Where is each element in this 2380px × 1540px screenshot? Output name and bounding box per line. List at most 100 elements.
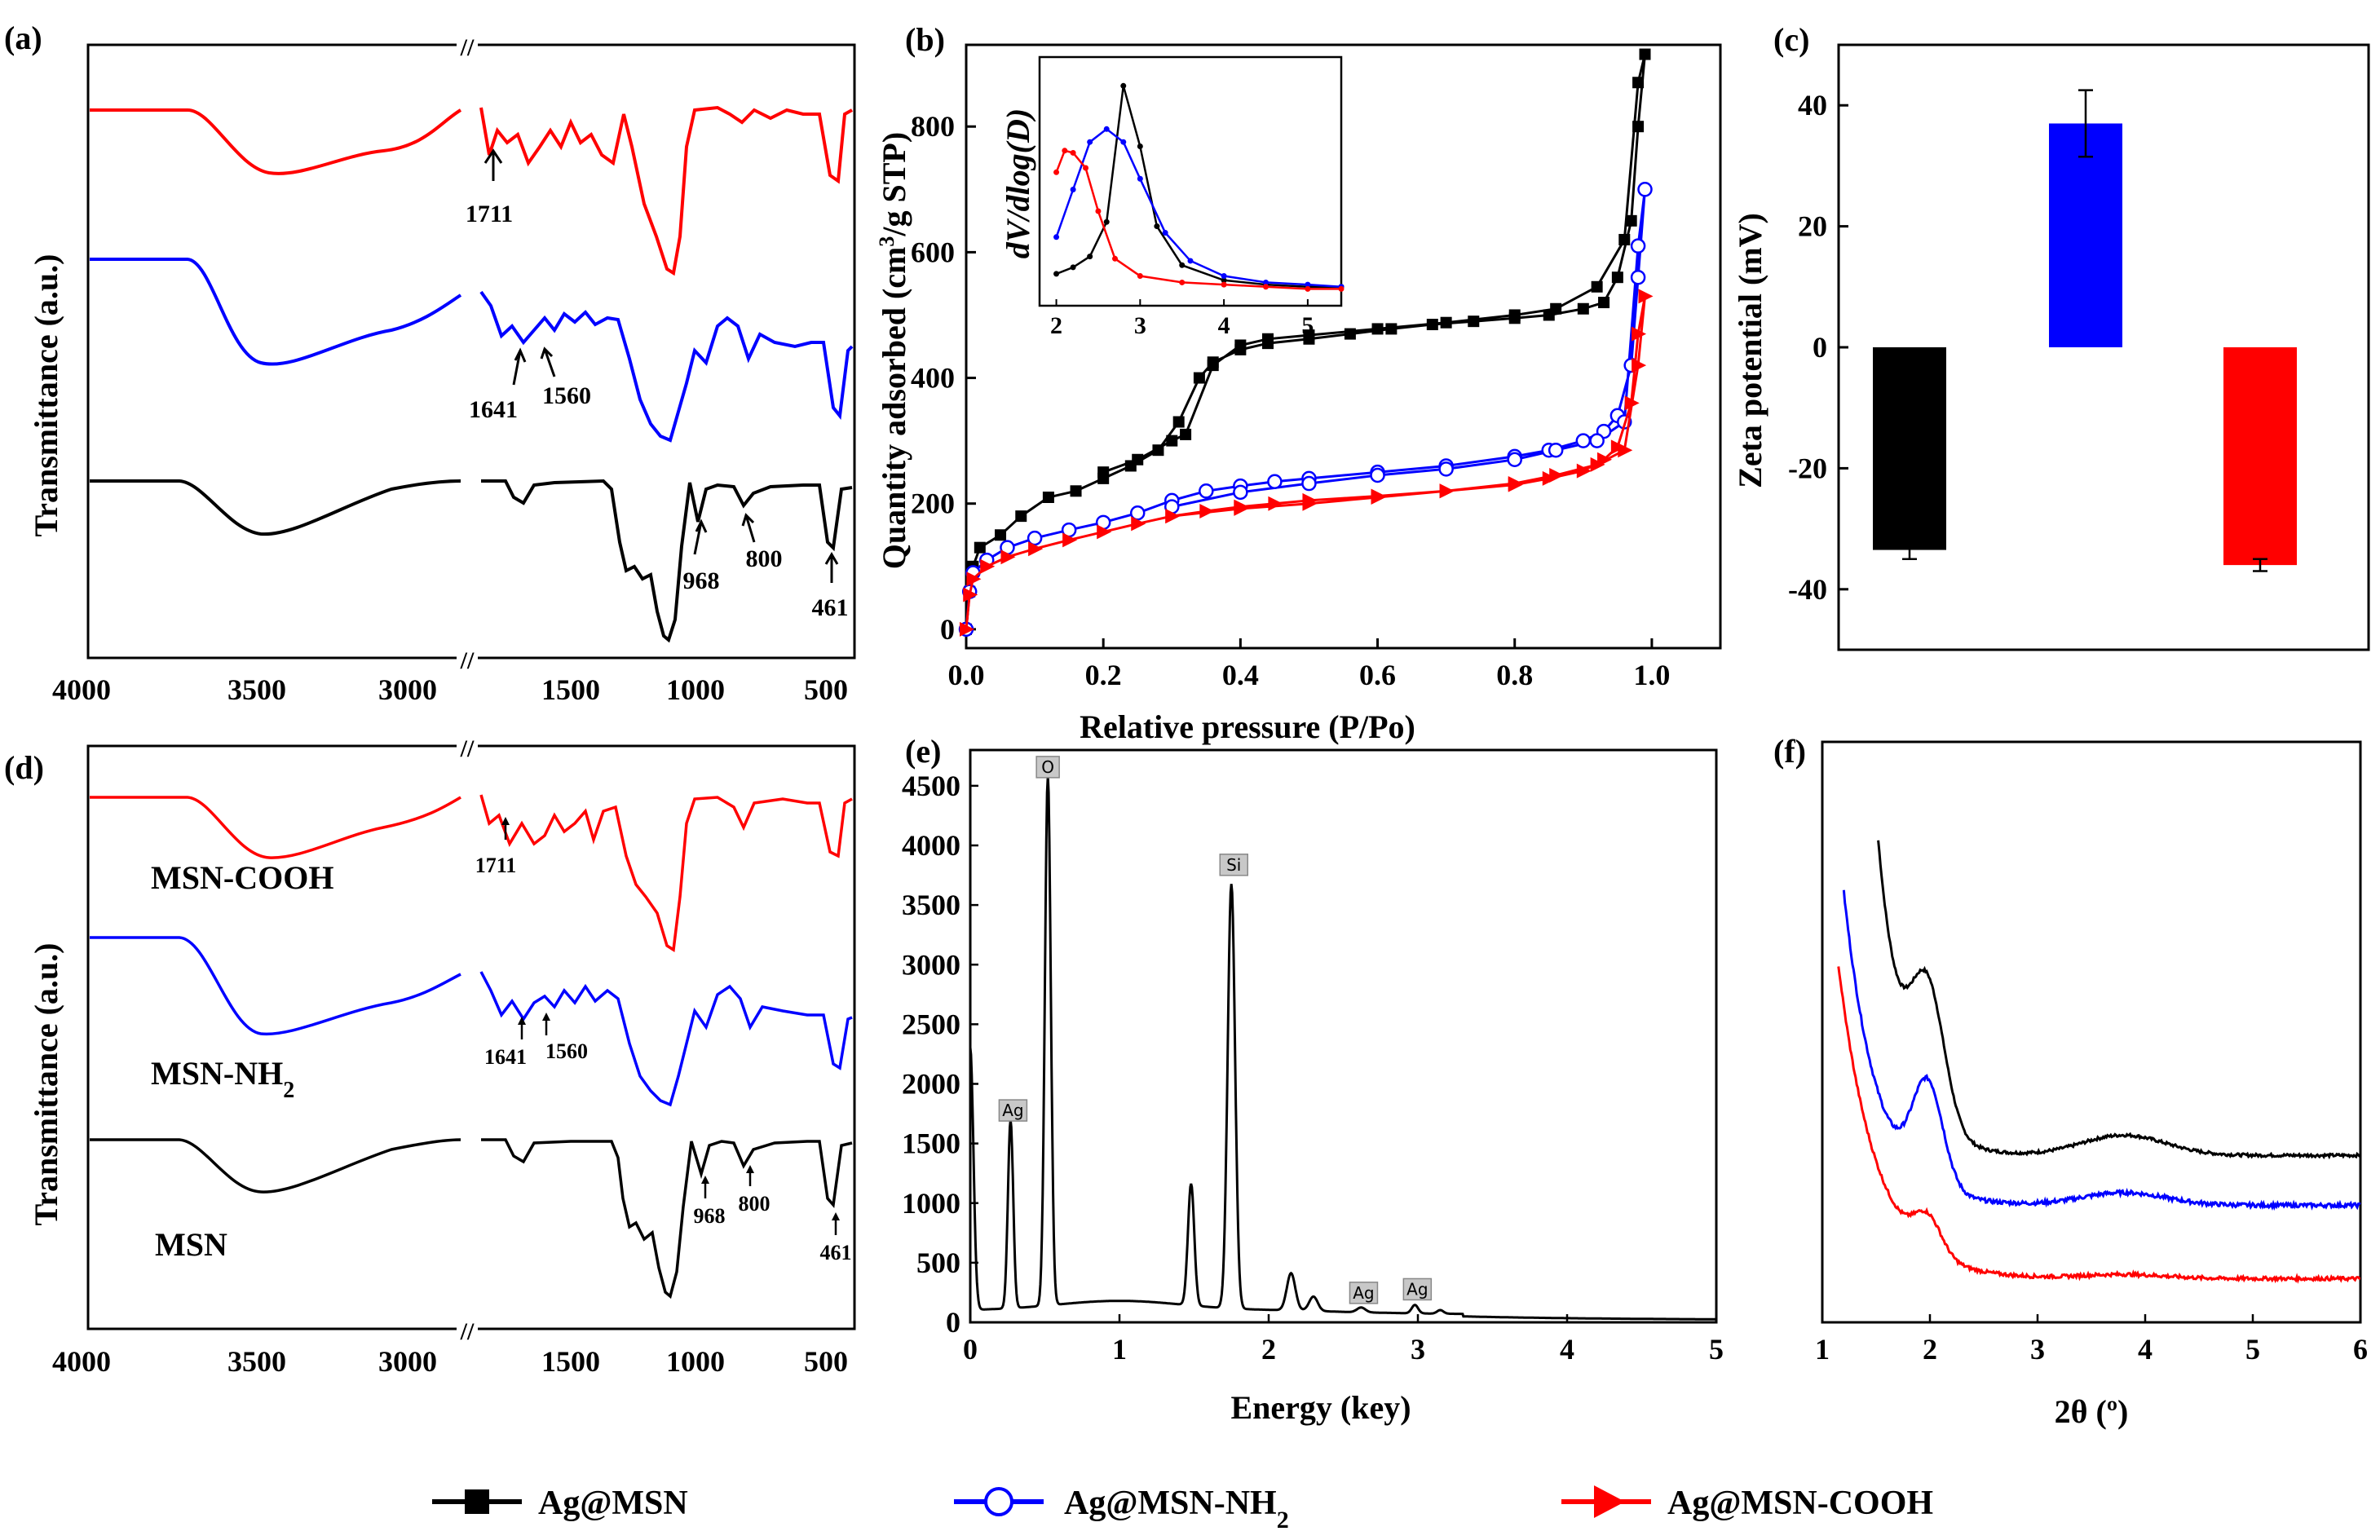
- panel-b-point-circle: [1027, 530, 1043, 546]
- panel-d-arrowhead-968: [701, 1176, 709, 1184]
- panel-d-break-mark-top: //: [460, 735, 475, 762]
- panel-b-ytick: 800: [911, 110, 955, 143]
- panel-d-ann-800: 800: [739, 1192, 771, 1216]
- panel-a-arrow-461: [824, 552, 839, 583]
- panel-e: (e) 0 1 2 3 4 5 0 500 1000 1500 2000 2500 3000 3500 40…: [902, 733, 1724, 1426]
- panel-b-inset-point: [1221, 277, 1227, 284]
- panel-e-spectrum: [969, 775, 1716, 1321]
- panel-f-xtick: 5: [2245, 1333, 2260, 1366]
- panel-b-ytick: 0: [940, 613, 955, 646]
- panel-d-label-msn: MSN: [155, 1226, 227, 1263]
- panel-b-point-square: [1070, 485, 1082, 497]
- panel-c-ticks: 40 20 0 -20 -40: [1788, 89, 1848, 606]
- panel-b-ylabel-sup: 3: [875, 236, 899, 247]
- panel-e-peak-tag-box: [998, 1099, 1028, 1122]
- panel-e-ytick: 3500: [902, 889, 960, 921]
- panel-d-arrowhead-1560: [542, 1013, 550, 1021]
- panel-d-arrowhead-800: [746, 1165, 754, 1173]
- panel-b-ylabel-prefix: Quantity adsorbed (cm: [876, 247, 912, 570]
- panel-b-inset-point: [1070, 187, 1076, 192]
- panel-b-inset-point: [1305, 285, 1311, 292]
- panel-b-point-triangle: [1371, 490, 1386, 505]
- panel-b-inset-point: [1103, 126, 1110, 132]
- panel-d-xtick: 1000: [666, 1345, 725, 1378]
- legend-square-marker: [465, 1489, 489, 1514]
- panel-d-xtick: 3000: [378, 1345, 437, 1378]
- panel-b-point-square: [1193, 372, 1205, 384]
- panel-a-xtick: 4000: [52, 673, 111, 706]
- panel-b-inset-point: [1179, 262, 1186, 268]
- panel-b-point-triangle: [1000, 549, 1016, 565]
- panel-c-ylabel: Zeta potential (mV): [1732, 213, 1768, 488]
- panel-a-series-nh2: [90, 258, 854, 443]
- panel-e-xtick: 0: [963, 1333, 978, 1366]
- panel-b-point-square: [1618, 233, 1631, 245]
- panel-b-inset-point: [1087, 139, 1093, 145]
- panel-b-inset-ticks: 2 3 4 5: [1050, 299, 1314, 339]
- panel-d-annotations: 1711 1641 1560 968 800 461: [475, 817, 852, 1264]
- panel-a-label: (a): [4, 20, 42, 56]
- panel-d-ann-1711: 1711: [475, 854, 517, 877]
- panel-b-point-square: [1598, 297, 1610, 309]
- panel-d-ann-1641: 1641: [484, 1045, 527, 1069]
- panel-e-ytick: 4000: [902, 829, 960, 862]
- panel-a-break-gap-bottom: [457, 650, 478, 666]
- legend-label-ag-msn-nh2-base: Ag@MSN-NH: [1064, 1485, 1277, 1522]
- panel-b-point-triangle: [980, 558, 996, 574]
- panel-b-point-triangle: [1131, 516, 1146, 532]
- panel-b-point-triangle: [1062, 532, 1078, 548]
- panel-e-xtick: 4: [1560, 1333, 1574, 1366]
- panel-b-ytick: 400: [911, 362, 955, 395]
- panel-a: (a) Transmittance (a.u.) // // 4000 3500…: [4, 20, 856, 706]
- panel-f-xlabel: 2θ (º): [2055, 1393, 2129, 1430]
- panel-b-inset-point: [1062, 148, 1068, 154]
- panel-b-ytick: 600: [911, 236, 955, 268]
- panel-a-xtick: 3500: [227, 673, 286, 706]
- panel-b-frame: [965, 43, 1722, 650]
- panel-e-xtick: 2: [1261, 1333, 1276, 1366]
- panel-c-ytick: -20: [1788, 452, 1827, 484]
- panel-b: (b) Quantity adsorbed (cm3/g STP) 0.0 0.2…: [875, 21, 1722, 745]
- panel-c-bar-ag-msn: [1873, 347, 1946, 550]
- panel-b-inset-point: [1154, 223, 1160, 230]
- panel-b-point-square: [1385, 323, 1398, 335]
- panel-b-xlabel: Relative pressure (P/Po): [1080, 708, 1415, 745]
- panel-d-series-nh2: [90, 936, 853, 1107]
- panel-b-point-circle: [1301, 475, 1317, 492]
- panel-b-inset-point: [1221, 281, 1227, 288]
- panel-b-inset-point: [1087, 254, 1093, 260]
- panel-c-bar-ag-msn-cooh: [2223, 347, 2297, 566]
- panel-c-ytick: 0: [1813, 331, 1827, 364]
- panel-d-arrowhead-1711: [501, 817, 510, 825]
- panel-b-inset-point: [1305, 281, 1311, 288]
- panel-b-point-circle: [1233, 484, 1248, 501]
- panel-b-point-square: [1577, 302, 1589, 315]
- panel-a-break-mark-top: //: [460, 34, 475, 61]
- panel-a-ann-1560: 1560: [542, 382, 591, 409]
- panel-b-inset-series-ag-msn-nh2: [1055, 127, 1342, 289]
- panel-b-point-triangle: [1632, 358, 1647, 373]
- panel-b-point-square: [1632, 77, 1645, 89]
- panel-b-point-triangle: [1234, 501, 1249, 516]
- panel-a-ann-1641: 1641: [469, 396, 518, 423]
- panel-d-xtick: 1500: [541, 1345, 600, 1378]
- panel-b-inset-point: [1120, 139, 1127, 145]
- panel-b-xtick: 0.6: [1359, 659, 1396, 691]
- panel-e-ytick: 500: [916, 1247, 960, 1279]
- panel-b-point-square: [995, 529, 1007, 541]
- panel-f-label: (f): [1773, 733, 1806, 770]
- panel-a-series-msn: [90, 479, 853, 643]
- panel-f-xtick: 4: [2138, 1333, 2153, 1366]
- panel-b-point-square: [1440, 316, 1452, 329]
- panel-b-inset-ylabel: dV/dlog(D): [1000, 108, 1036, 258]
- panel-b-point-circle: [1575, 433, 1592, 448]
- panel-b-xtick: 0.4: [1222, 659, 1259, 691]
- panel-b-inset-point: [1053, 234, 1060, 240]
- panel-b-point-circle: [1548, 442, 1564, 458]
- panel-b-point-square: [1508, 309, 1521, 321]
- panel-e-ytick: 3000: [902, 948, 960, 981]
- panel-b-point-square: [1550, 302, 1562, 315]
- panel-b-point-square: [1152, 444, 1164, 457]
- panel-f-ticks: 1 2 3 4 5 6: [1815, 1314, 2368, 1366]
- panel-b-point-triangle: [1590, 457, 1605, 472]
